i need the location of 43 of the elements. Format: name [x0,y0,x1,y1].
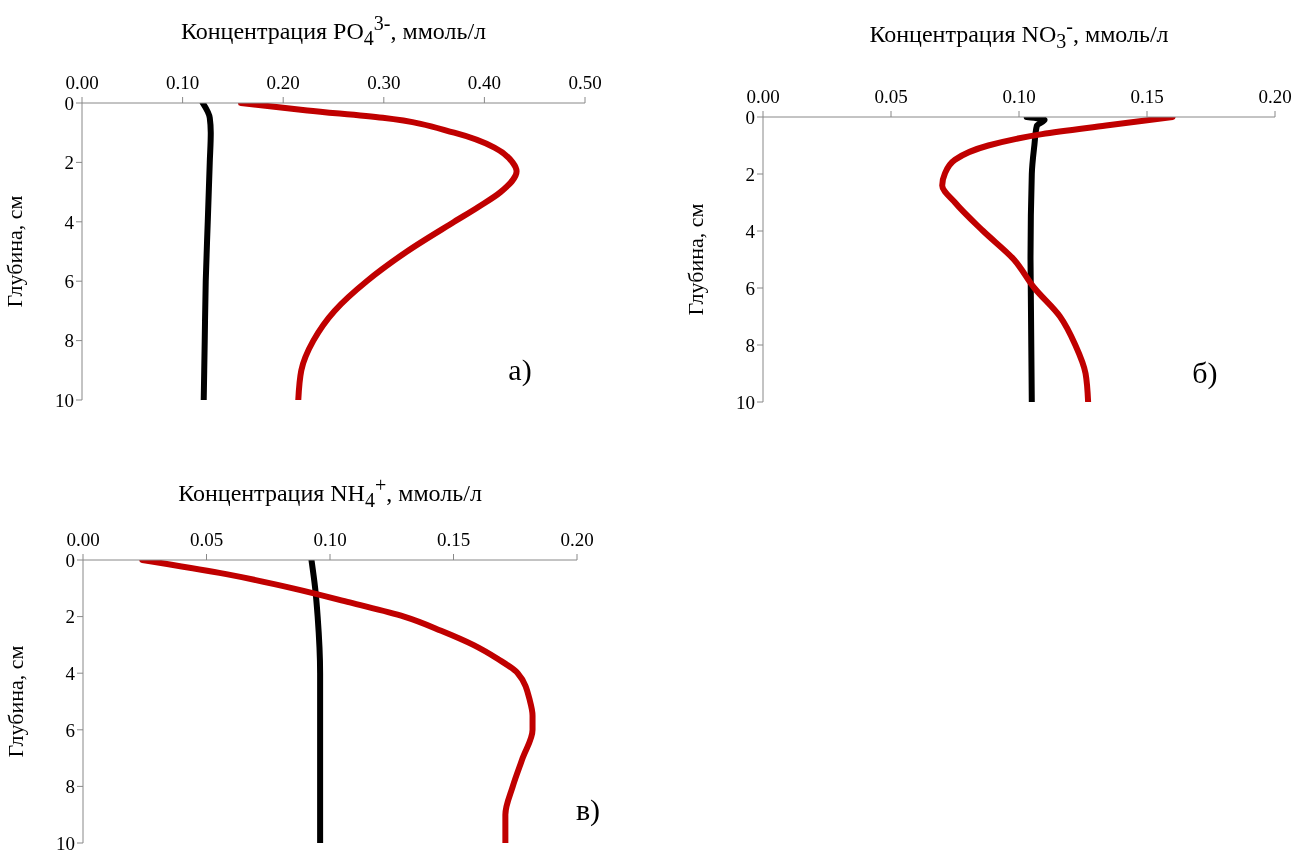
y-axis-title: Глубина, см [1,195,27,308]
x-tick-label: 0.10 [1002,86,1036,107]
y-tick-label: 10 [55,389,74,411]
y-tick-label: 6 [64,270,74,292]
x-tick-label: 0.50 [568,72,602,93]
y-tick-label: 8 [64,330,74,352]
y-tick-label: 4 [64,211,75,233]
y-tick-label: 2 [64,152,74,174]
x-tick-label: 0.00 [66,529,100,550]
y-tick-label: 2 [65,606,75,628]
x-tick-label: 0.10 [165,72,200,93]
y-tick-label: 10 [736,391,755,413]
y-axis-title: Глубина, см [682,203,708,316]
x-axis-title: Концентрация PO$_{4}$$^{3-}$, ммоль/л [179,12,488,50]
annotation: в) [574,793,602,827]
annotation: а) [507,353,533,387]
x-axis-title: Концентрация NO$_{3}$$^{-}$, ммоль/л [868,15,1170,53]
y-tick-label: 6 [745,277,755,299]
x-tick-label: 0.20 [1258,86,1292,107]
y-tick-label: 6 [65,719,75,741]
x-tick-label: 0.00 [746,86,780,107]
x-tick-label: 0.05 [189,529,224,550]
y-tick-label: 0 [65,549,75,571]
y-tick-label: 8 [745,334,755,356]
x-tick-label: 0.15 [1130,86,1164,107]
x-tick-label: 0.00 [65,72,99,93]
y-tick-label: 4 [65,662,76,684]
x-tick-label: 0.40 [467,72,502,93]
x-tick-label: 0.15 [436,529,471,550]
x-tick-label: 0.30 [367,72,401,93]
y-tick-label: 2 [745,163,755,185]
y-tick-label: 0 [64,92,74,114]
y-tick-label: 0 [745,106,755,128]
y-tick-label: 10 [56,832,75,854]
annotation: б) [1191,356,1219,390]
x-axis-title: Концентрация NH$_{4}$$^{+}$, ммоль/л [177,474,483,512]
x-tick-label: 0.05 [874,86,908,107]
y-tick-label: 4 [745,220,756,242]
x-tick-label: 0.20 [560,529,594,550]
y-axis-title: Глубина, см [2,645,28,758]
x-tick-label: 0.10 [313,529,347,550]
x-tick-label: 0.20 [266,72,300,93]
y-tick-label: 8 [65,776,75,798]
